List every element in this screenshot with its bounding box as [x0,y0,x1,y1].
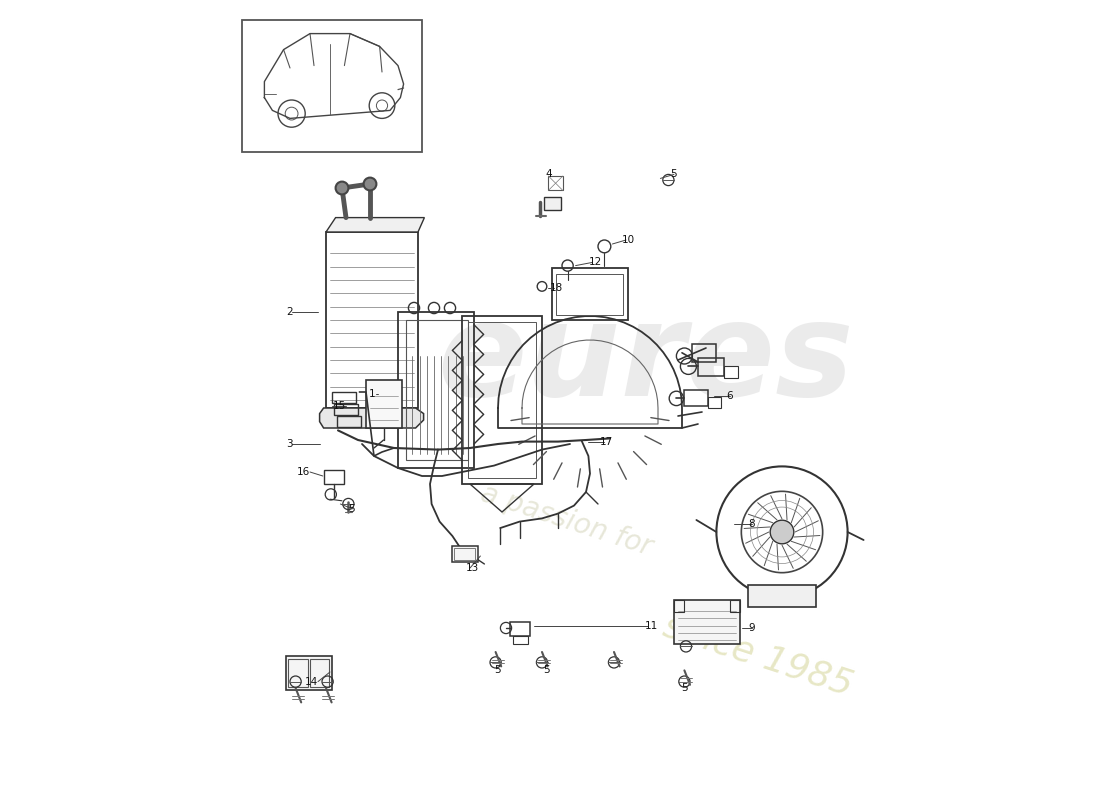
Text: 15: 15 [332,402,346,411]
Text: eures: eures [438,297,855,423]
Text: 5: 5 [670,170,676,179]
Bar [674,600,739,644]
Bar [549,176,563,190]
Bar [326,232,418,408]
Text: 8: 8 [748,519,755,529]
Bar [338,416,361,427]
Circle shape [770,520,794,544]
Text: 4: 4 [546,170,552,179]
Bar [324,470,344,484]
Bar [557,274,623,315]
Text: 17: 17 [600,437,613,446]
Bar [551,268,628,320]
Bar [684,390,708,406]
Bar [514,636,528,644]
Bar [543,197,561,210]
Text: 13: 13 [466,563,480,573]
Bar [310,659,329,687]
Text: 5: 5 [494,665,501,674]
Bar [510,622,530,636]
Bar [692,344,716,362]
Text: 1: 1 [368,390,375,399]
Text: 5: 5 [681,683,688,693]
Bar [452,546,478,562]
Bar [286,656,332,690]
Text: 2: 2 [286,307,293,317]
Polygon shape [320,408,424,428]
Text: 18: 18 [550,283,563,293]
Bar [288,659,308,687]
Bar [724,366,738,378]
Text: since 1985: since 1985 [659,610,857,702]
Text: 16: 16 [297,467,310,477]
Bar [398,312,474,468]
Bar [454,548,475,560]
Bar [406,320,468,460]
Bar [708,397,722,408]
Bar [334,404,358,415]
Text: 5: 5 [349,504,355,514]
Bar [331,392,355,403]
Bar [698,358,724,376]
Text: 10: 10 [621,235,635,245]
Text: 5: 5 [542,665,549,674]
Text: 14: 14 [305,677,318,686]
Bar [366,380,402,428]
Text: 11: 11 [645,621,658,630]
Bar [469,322,536,478]
Bar [730,600,739,612]
Circle shape [336,182,349,194]
Bar [242,20,422,152]
Text: 3: 3 [286,439,293,449]
Text: a passion for: a passion for [476,479,656,561]
Text: 9: 9 [748,623,755,633]
Bar [674,600,683,612]
Text: 6: 6 [726,391,733,401]
Text: 12: 12 [588,258,602,267]
Polygon shape [326,218,425,232]
Bar [462,316,542,484]
Circle shape [364,178,376,190]
Bar [748,585,816,607]
